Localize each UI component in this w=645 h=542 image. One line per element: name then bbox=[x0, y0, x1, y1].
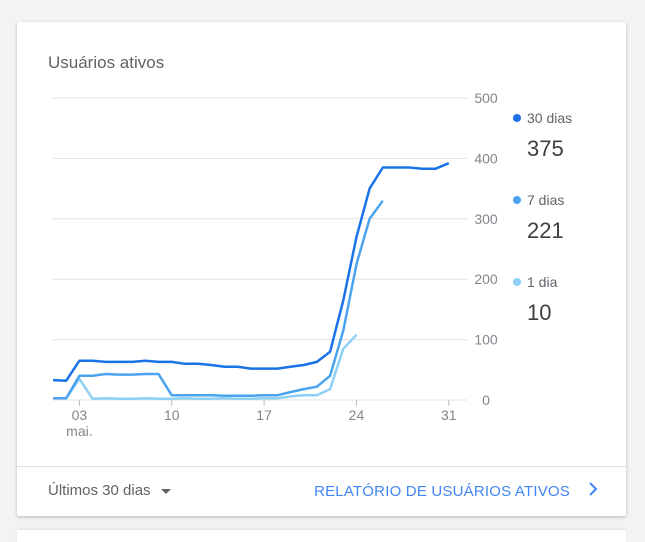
report-link-label: RELATÓRIO DE USUÁRIOS ATIVOS bbox=[314, 482, 570, 500]
legend-1-day: 1 dia 10 bbox=[513, 274, 557, 326]
x-tick-label: 24 bbox=[349, 407, 365, 423]
legend-label: 7 dias bbox=[527, 192, 565, 208]
chevron-right-icon bbox=[588, 482, 598, 500]
x-tick-label: 03 bbox=[72, 407, 88, 423]
date-range-label: Últimos 30 dias bbox=[48, 482, 151, 499]
x-tick-sublabel: mai. bbox=[66, 423, 92, 439]
legend-7-days: 7 dias 221 bbox=[513, 192, 564, 244]
legend-30-days: 30 dias 375 bbox=[513, 110, 572, 162]
caret-down-icon bbox=[160, 489, 171, 494]
x-tick-label: 10 bbox=[164, 407, 180, 423]
footer-divider bbox=[17, 466, 626, 467]
next-card-edge bbox=[17, 530, 626, 542]
y-tick-label: 0 bbox=[482, 392, 490, 408]
y-tick-label: 200 bbox=[474, 271, 498, 287]
legend-label: 1 dia bbox=[527, 274, 558, 290]
legend-value: 375 bbox=[527, 136, 564, 161]
series-color-dot bbox=[513, 114, 521, 122]
card-title: Usuários ativos bbox=[48, 53, 165, 72]
series-line-7-dias bbox=[53, 199, 384, 400]
active-users-report-link[interactable]: RELATÓRIO DE USUÁRIOS ATIVOS bbox=[314, 482, 598, 500]
date-range-dropdown[interactable]: Últimos 30 dias bbox=[48, 482, 171, 499]
y-tick-label: 500 bbox=[474, 90, 498, 106]
y-tick-label: 300 bbox=[474, 211, 498, 227]
y-tick-label: 400 bbox=[474, 150, 498, 166]
series-line-30-dias bbox=[52, 162, 450, 382]
series-line-1-dia bbox=[53, 333, 358, 401]
x-tick-label: 31 bbox=[441, 407, 457, 423]
series-color-dot bbox=[513, 278, 521, 286]
active-users-card: Usuários ativos 0 100 200 300 400 500 03 mai. 1… bbox=[17, 22, 626, 516]
legend-value: 10 bbox=[527, 300, 552, 325]
legend-label: 30 dias bbox=[527, 110, 573, 126]
series-color-dot bbox=[513, 196, 521, 204]
legend-value: 221 bbox=[527, 218, 564, 243]
x-tick-label: 17 bbox=[256, 407, 272, 423]
y-tick-label: 100 bbox=[474, 332, 498, 348]
